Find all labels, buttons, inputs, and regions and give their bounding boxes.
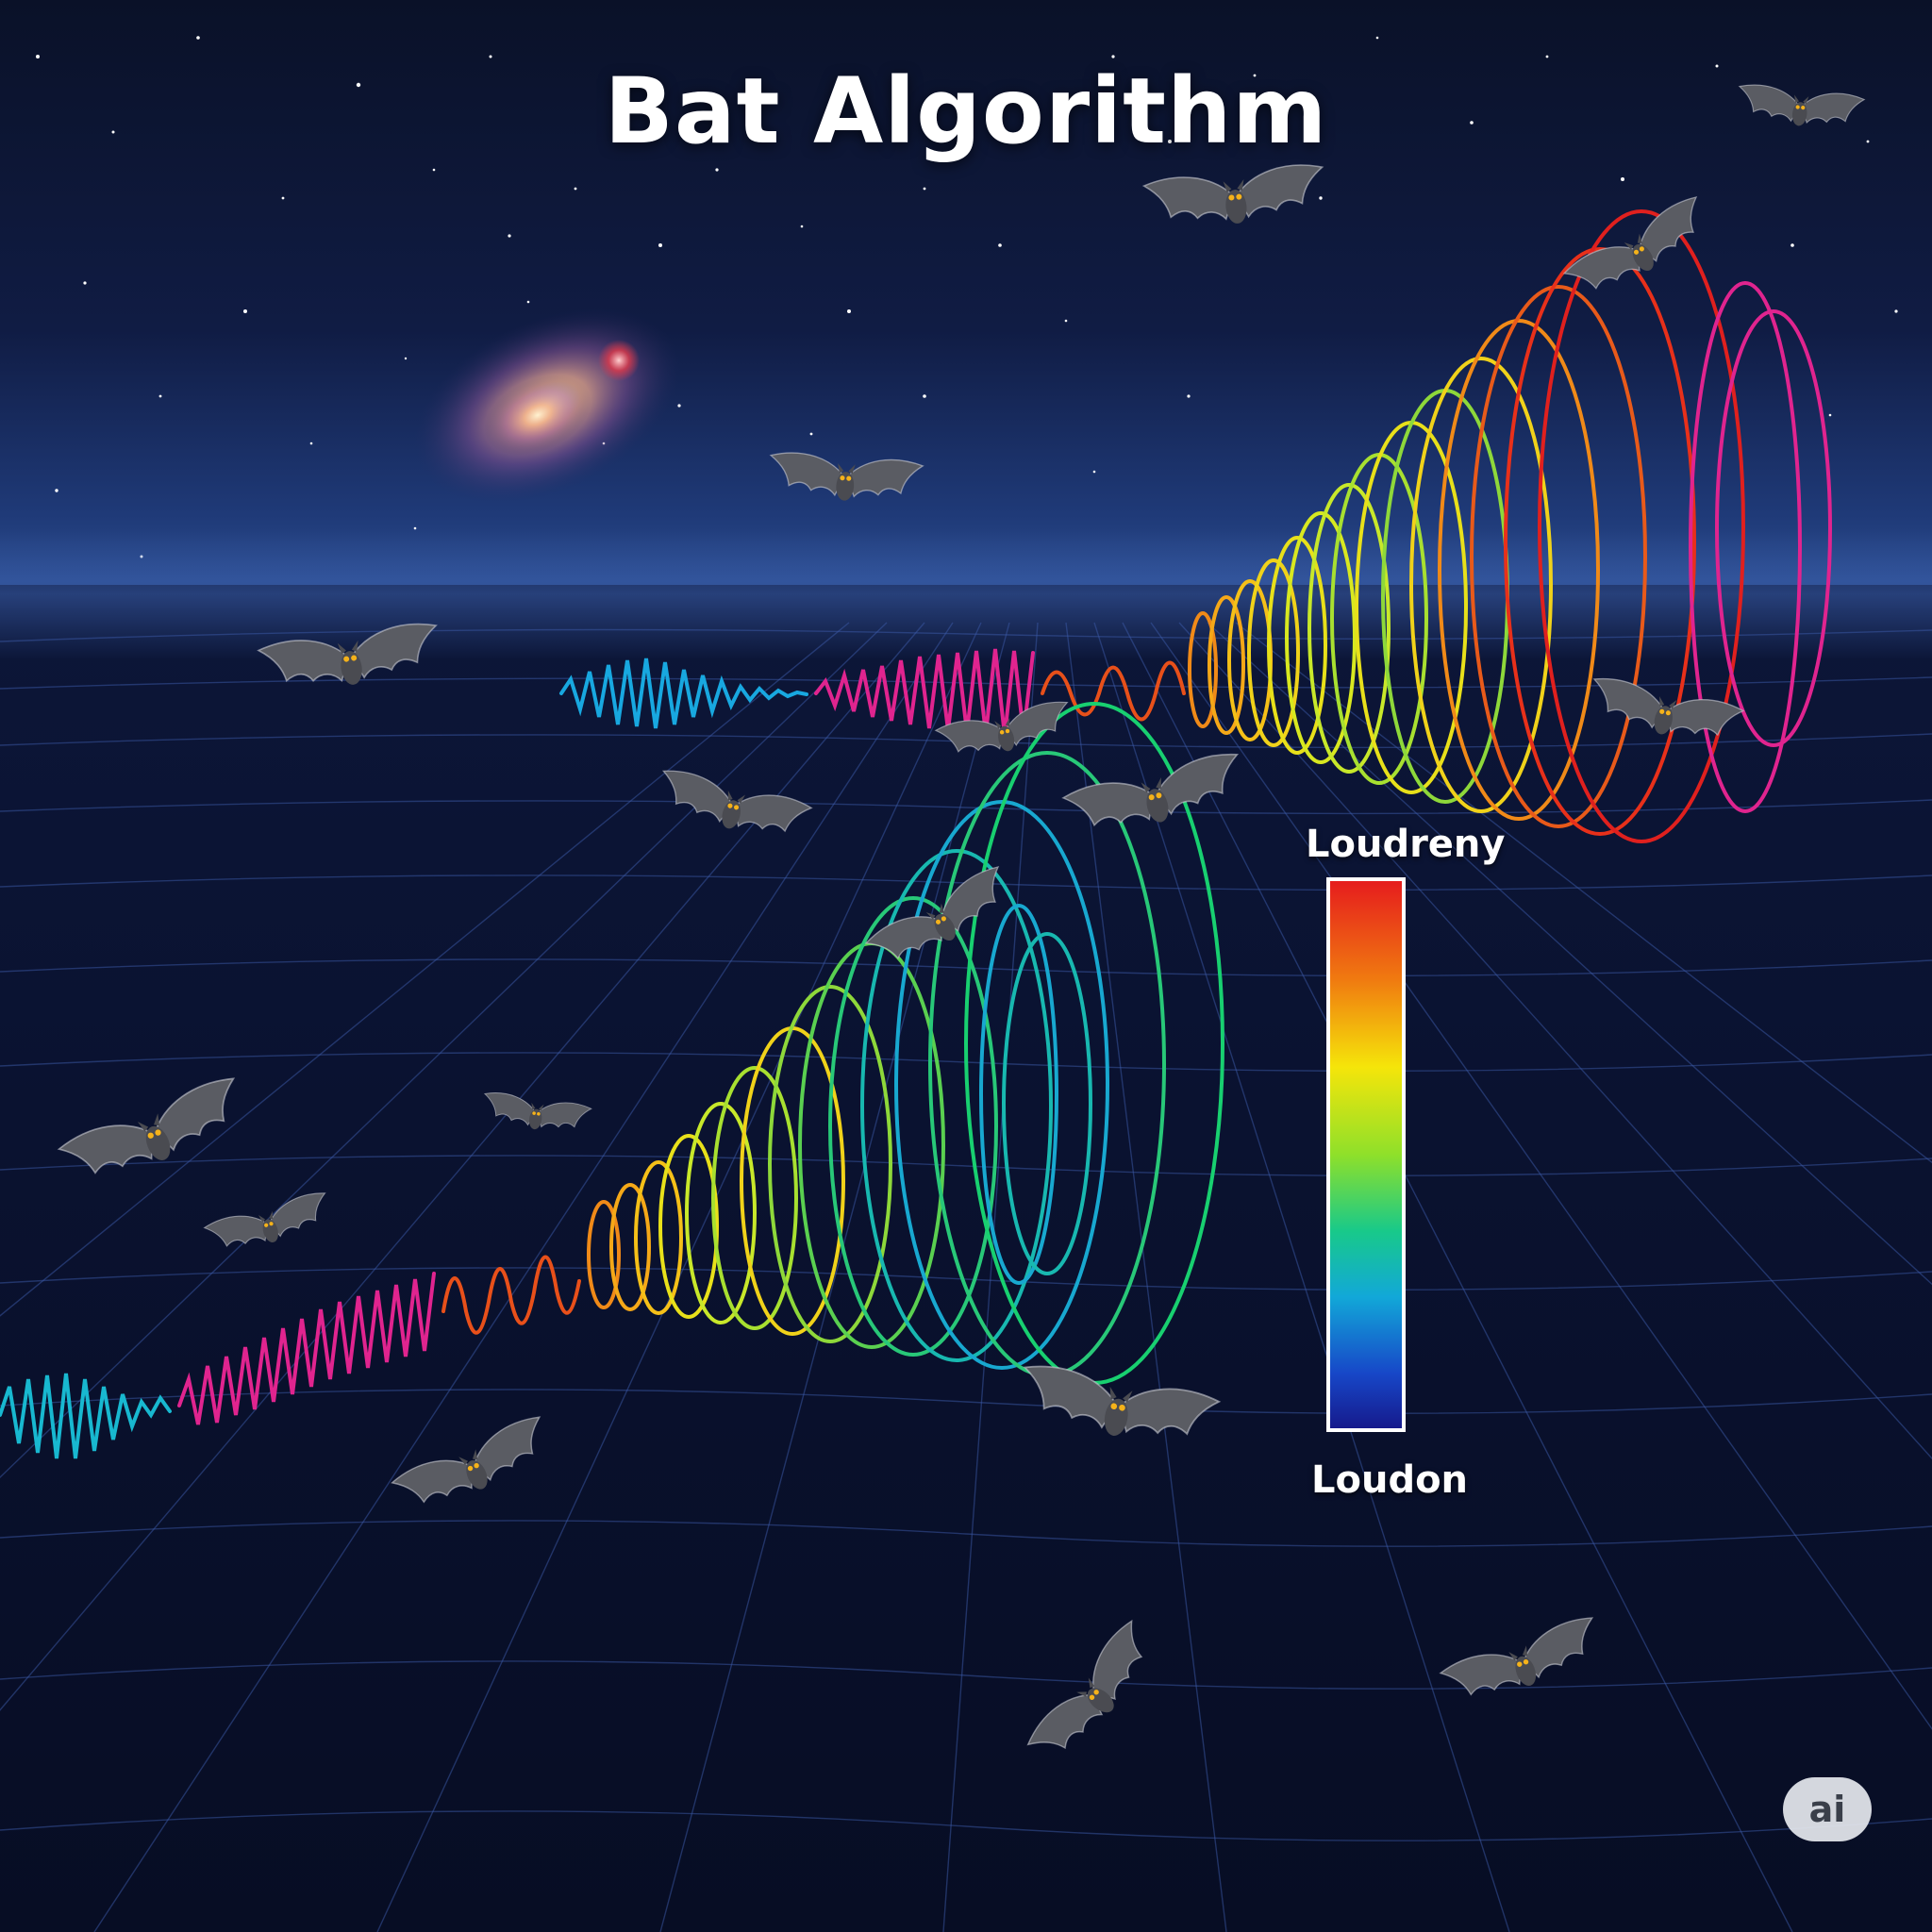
horizon-glow xyxy=(0,528,1932,660)
star-field xyxy=(36,36,1898,558)
bat-icon xyxy=(1142,161,1328,234)
legend-top-label: Loudreny xyxy=(1306,823,1506,866)
bat-icon xyxy=(1024,1617,1165,1773)
bat-icon xyxy=(480,1090,592,1138)
page-title: Bat Algorithm xyxy=(604,58,1328,164)
bat-icon xyxy=(1585,675,1745,751)
ai-badge: ai xyxy=(1783,1777,1872,1841)
bat-icon xyxy=(390,1412,558,1523)
bat-icon xyxy=(767,450,924,507)
bat-icon xyxy=(653,766,813,848)
sound-wave-icon xyxy=(0,702,1224,1459)
bat-icon xyxy=(1061,749,1250,845)
galaxy-icon xyxy=(413,308,681,504)
bat-icon xyxy=(203,1189,335,1260)
bats xyxy=(56,82,1866,1773)
sound-wave-icon xyxy=(559,209,1832,843)
legend-bottom-label: Loudon xyxy=(1311,1458,1469,1502)
bat-icon xyxy=(1438,1613,1607,1714)
wireframe-terrain xyxy=(0,585,1932,1932)
loudness-color-scale xyxy=(1326,877,1406,1432)
